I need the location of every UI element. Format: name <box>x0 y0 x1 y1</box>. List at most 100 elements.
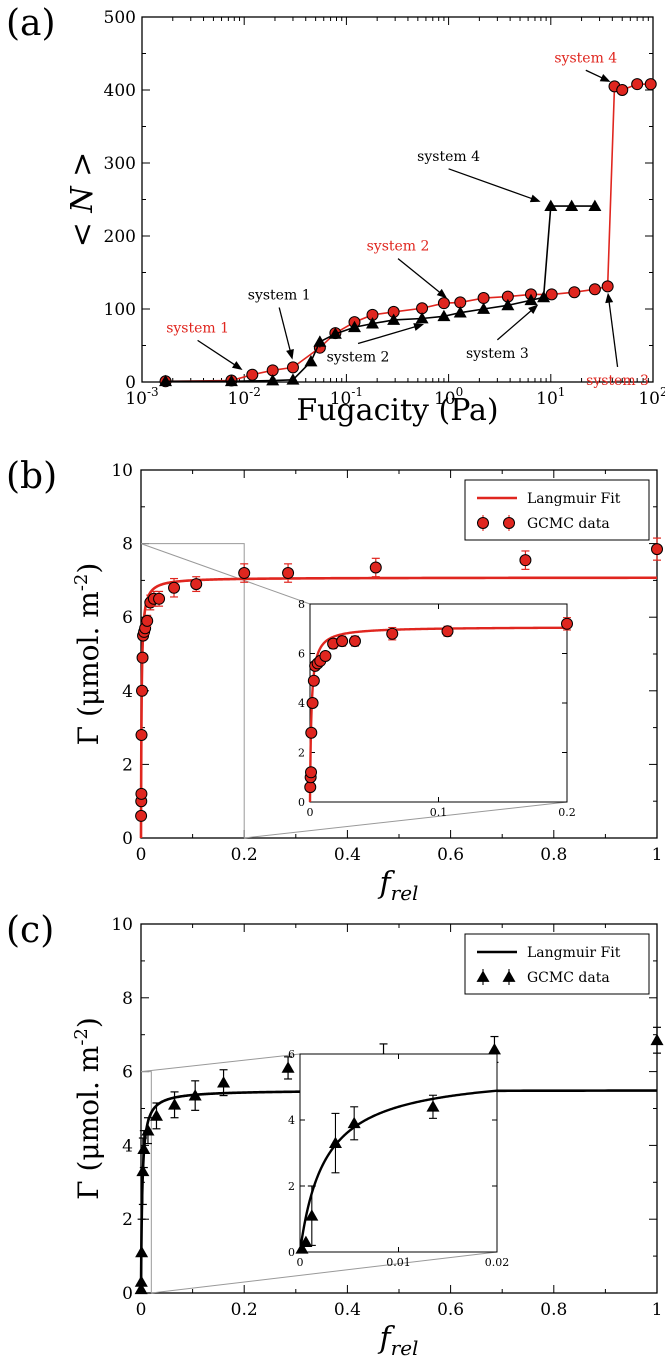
data-point <box>159 374 173 387</box>
zoom-region <box>141 543 245 838</box>
data-point <box>386 627 399 640</box>
panel-label: (b) <box>6 456 57 497</box>
annotation-arrow <box>197 339 237 367</box>
data-point <box>537 290 551 303</box>
inset-y-tick-label: 0 <box>288 1246 295 1259</box>
arrow-head <box>599 73 611 82</box>
data-point <box>369 561 382 574</box>
y-tick-label: 2 <box>122 1210 133 1230</box>
data-point <box>305 766 318 779</box>
y-tick-label: 200 <box>104 227 136 247</box>
data-point <box>149 1109 163 1121</box>
data-point <box>141 1124 155 1136</box>
data-point <box>153 592 166 605</box>
data-point <box>224 374 238 387</box>
annotation-arrow <box>357 325 417 345</box>
y-axis-label: Γ (μmol. m-2) <box>71 563 105 746</box>
inset-x-tick-label: 0.02 <box>485 1256 510 1269</box>
panel-a: 10-3 10-2 10-1 100 101 102 0 100 200 300 400 500 sys… <box>6 3 665 428</box>
x-axis-label: frel <box>378 866 419 905</box>
x-tick-label: 0.2 <box>231 1300 258 1320</box>
y-tick-label: 4 <box>122 682 133 702</box>
data-point <box>437 297 450 310</box>
data-point <box>477 302 491 314</box>
annotation-label: system 2 <box>367 239 430 255</box>
annotation-arrow <box>585 69 604 80</box>
inset-y-tick-label: 0 <box>298 796 305 809</box>
data-point <box>286 373 300 385</box>
annotation-arrow <box>496 309 533 341</box>
data-point <box>282 567 295 580</box>
arrow-head <box>286 348 294 360</box>
annotation-arrow <box>608 300 619 368</box>
data-point <box>295 1242 309 1254</box>
legend-box <box>464 933 650 995</box>
data-point <box>415 311 429 324</box>
data-point <box>477 292 490 305</box>
inset-x-tick-label: 0 <box>307 806 314 819</box>
data-point <box>304 781 317 794</box>
y-tick-label: 8 <box>122 989 133 1009</box>
inset-y-tick-label: 6 <box>288 1048 295 1061</box>
arrow-head <box>413 323 425 331</box>
x-tick-label: 101 <box>536 385 565 409</box>
annotation-label: system 1 <box>248 288 311 304</box>
data-point <box>644 78 657 91</box>
data-point <box>266 374 280 386</box>
x-axis-label: Fugacity (Pa) <box>296 393 498 428</box>
y-tick-label: 500 <box>104 8 136 28</box>
data-point <box>246 368 259 381</box>
legend: Langmuir Fit GCMC data <box>464 479 650 541</box>
data-point <box>188 1089 202 1101</box>
arrow-head <box>528 304 539 315</box>
y-tick-label: 6 <box>122 1063 133 1083</box>
inset-x-tick-label: 0.01 <box>386 1256 411 1269</box>
panel-label: (a) <box>6 3 56 44</box>
data-point <box>134 1282 148 1295</box>
panel-label: (c) <box>6 910 54 951</box>
data-point <box>501 298 515 311</box>
data-point <box>136 1164 150 1177</box>
data-point <box>168 1098 182 1110</box>
legend-label: Langmuir Fit <box>527 945 621 961</box>
inset-y-tick-label: 2 <box>288 1180 295 1193</box>
legend-label: GCMC data <box>527 516 610 532</box>
data-point <box>313 335 327 347</box>
data-point <box>347 1116 361 1129</box>
data-point <box>304 355 318 367</box>
data-point <box>328 1136 342 1148</box>
annotation-label: system 1 <box>166 320 229 336</box>
data-point <box>545 288 558 301</box>
data-point <box>651 543 663 556</box>
x-tick-label: 0.8 <box>540 1300 567 1320</box>
x-tick-label: 0.4 <box>334 1300 361 1320</box>
x-tick-label: 10-1 <box>330 385 363 409</box>
legend-label: Langmuir Fit <box>527 491 621 507</box>
data-point <box>306 697 319 709</box>
inset-y-tick-label: 6 <box>298 648 305 661</box>
data-point <box>426 1100 440 1112</box>
x-tick-label: 0.6 <box>437 845 464 865</box>
data-point <box>137 1142 151 1154</box>
x-tick-label: 0 <box>136 1300 147 1320</box>
x-tick-label: 100 <box>434 385 463 409</box>
data-point <box>503 517 515 529</box>
legend-label: GCMC data <box>527 970 610 986</box>
inset-x-tick-label: 0 <box>297 1256 304 1269</box>
x-tick-label: 1 <box>652 845 663 865</box>
data-point <box>217 1076 231 1088</box>
data-point <box>286 361 299 374</box>
data-point <box>141 614 154 627</box>
data-point <box>135 1245 149 1258</box>
zoom-connector <box>151 1251 498 1294</box>
data-point <box>190 578 203 591</box>
data-point <box>616 84 629 96</box>
y-tick-label: 2 <box>122 755 133 775</box>
annotation-arrow <box>448 168 534 200</box>
annotation-label: system 3 <box>586 373 649 389</box>
annotation-label: system 4 <box>554 50 617 66</box>
y-tick-label: 0 <box>125 373 136 393</box>
y-tick-label: 10 <box>111 915 133 935</box>
data-point <box>305 1209 319 1221</box>
arrow-head <box>605 292 614 304</box>
